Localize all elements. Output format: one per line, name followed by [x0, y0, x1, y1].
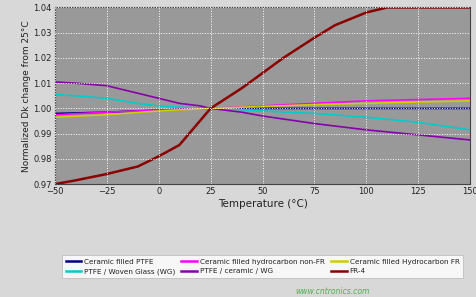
Text: www.cntronics.com: www.cntronics.com	[295, 287, 369, 296]
X-axis label: Temperature (°C): Temperature (°C)	[218, 199, 307, 209]
Y-axis label: Normalized Dk change from 25°C: Normalized Dk change from 25°C	[22, 20, 30, 172]
Legend: Ceramic filled PTFE, PTFE / Woven Glass (WG), Ceramic filled hydrocarbon non-FR,: Ceramic filled PTFE, PTFE / Woven Glass …	[62, 255, 463, 278]
